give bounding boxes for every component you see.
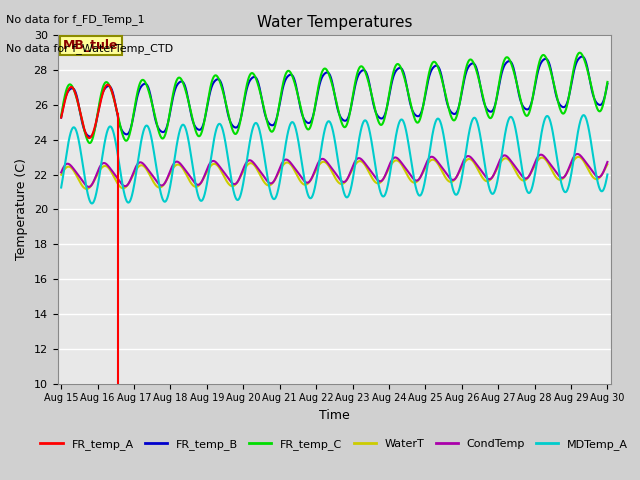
Legend: FR_temp_A, FR_temp_B, FR_temp_C, WaterT, CondTemp, MDTemp_A: FR_temp_A, FR_temp_B, FR_temp_C, WaterT,… (36, 435, 633, 455)
Text: No data for f_WaterTemp_CTD: No data for f_WaterTemp_CTD (6, 43, 173, 54)
X-axis label: Time: Time (319, 409, 349, 422)
Y-axis label: Temperature (C): Temperature (C) (15, 158, 28, 260)
Text: MB_tule: MB_tule (63, 39, 118, 52)
Title: Water Temperatures: Water Temperatures (257, 15, 412, 30)
Text: No data for f_FD_Temp_1: No data for f_FD_Temp_1 (6, 14, 145, 25)
